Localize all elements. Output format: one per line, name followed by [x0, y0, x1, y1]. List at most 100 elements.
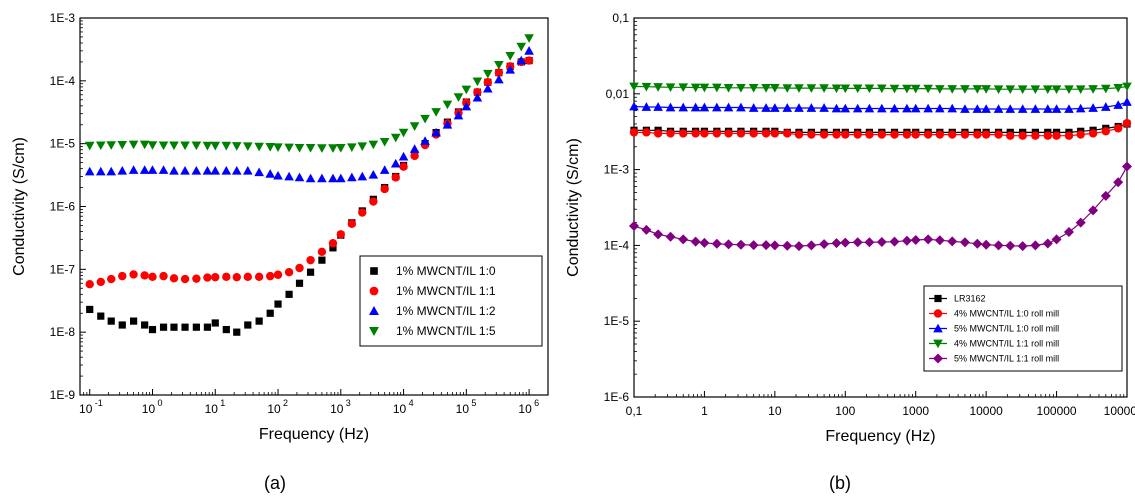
panel-b-data-point [1101, 127, 1110, 136]
panel-a-x-tick-label: 10 [456, 402, 470, 416]
panel-a-data-point [305, 143, 316, 153]
panel-a-data-point [84, 166, 95, 176]
panel-b-data-point [1017, 241, 1028, 252]
panel-b-data-point [691, 129, 700, 138]
panel-a-data-point [169, 165, 179, 175]
panel-a-x-tick-exponent: 3 [346, 398, 351, 408]
panel-b-x-tick-label: 10000 [969, 404, 1003, 418]
panel-b-data-point [877, 84, 887, 94]
panel-b-data-point [876, 236, 887, 247]
panel-a-data-point [211, 319, 219, 327]
panel-a-data-point [97, 312, 105, 320]
panel-a-data-point [159, 323, 168, 331]
panel-b-data-point [712, 102, 722, 112]
panel-b-data-point [841, 130, 850, 139]
panel-b-data-point [1051, 104, 1062, 113]
panel-b-series-line [633, 166, 1128, 247]
panel-b-data-point [665, 231, 676, 242]
panel-b-data-point [711, 238, 722, 249]
panel-b-data-point [819, 130, 829, 139]
panel-b-data-point [699, 83, 710, 93]
panel-b-data-point [699, 102, 710, 112]
panel-b-legend-label: 5% MWCNT/IL 1:0 roll mill [954, 324, 1059, 334]
panel-a-data-point [357, 142, 368, 152]
panel-b-data-point [1100, 102, 1111, 111]
panel-a-x-tick-label: 10 [330, 402, 344, 416]
panel-a-data-point [284, 171, 294, 181]
panel-b-data-point [864, 103, 875, 113]
panel-a-data-point [379, 165, 390, 174]
panel-b-data-point [761, 83, 771, 93]
panel-b-series-4-mwcnt-il-1-1-roll-mill [629, 82, 1132, 94]
panel-a-x-tick-exponent: 6 [534, 398, 539, 408]
panel-b-data-point [794, 103, 804, 112]
panel-a-data-point [285, 290, 293, 298]
panel-b-data-point [735, 239, 746, 250]
panel-b-data-point [782, 103, 793, 112]
panel-b-data-point [1113, 177, 1124, 188]
panel-b-data-point [1017, 85, 1028, 94]
panel-b-data-point [770, 83, 780, 93]
panel-a-legend-box [359, 255, 543, 347]
panel-b-data-point [806, 103, 817, 112]
panel-b-data-point [993, 85, 1004, 94]
panel-a-data-point [317, 247, 327, 257]
panel-b-data-point [1064, 104, 1074, 113]
panel-a-data-point [221, 141, 232, 151]
panel-a-data-point [202, 141, 213, 151]
panel-a-legend-label: 1% MWCNT/IL 1:2 [396, 304, 496, 318]
panel-a-data-point [494, 68, 504, 77]
panel-b-data-point [1052, 131, 1061, 140]
panel-a-data-point [159, 271, 168, 281]
panel-a-y-tick-label: 1E-9 [50, 388, 76, 402]
panel-b-data-point [678, 234, 689, 245]
panel-a-data-point [148, 325, 157, 334]
panel-a-data-point [305, 173, 316, 183]
panel-a-data-point [139, 165, 150, 174]
panel-a-series-1-mwcnt-il-1-1 [85, 56, 534, 289]
panel-b-data-point [1088, 85, 1098, 94]
panel-b-data-point [700, 129, 709, 138]
panel-b-data-point [911, 130, 920, 139]
panel-b-data-point [770, 129, 780, 138]
panel-b-data-point [840, 237, 851, 248]
panel-a-data-point [347, 143, 357, 152]
panel-a-data-point [368, 169, 379, 179]
panel-b-series-4-mwcnt-il-1-0-roll-mill [629, 118, 1132, 140]
panel-b-data-point [736, 83, 746, 93]
panel-b-data-point [1051, 234, 1062, 245]
panel-a-x-tick-exponent: 5 [471, 398, 476, 408]
panel-b-data-point [748, 103, 759, 112]
panel-a-data-point [273, 270, 283, 279]
panel-a-data-point [284, 268, 294, 277]
panel-a-data-point [273, 170, 283, 180]
panel-b-x-tick-label: 100000 [1037, 404, 1077, 418]
panel-b-data-point [1030, 104, 1041, 113]
panel-a-data-point [192, 323, 200, 331]
panel-b-data-point [1063, 227, 1074, 238]
panel-b-data-point [1018, 131, 1027, 140]
panel-b-y-axis-title: Conductivity (S/cm) [565, 138, 582, 277]
panel-b-data-point [889, 236, 900, 247]
panel-b-data-point [993, 104, 1004, 113]
panel-a-data-point [232, 272, 241, 282]
panel-b-data-point [1113, 83, 1124, 93]
panel-a-data-point [369, 197, 378, 206]
panel-a-data-point [95, 166, 106, 176]
panel-a-x-tick-exponent: 4 [409, 398, 414, 408]
panel-a-data-point [210, 141, 221, 151]
panel-b-data-point [865, 130, 874, 139]
panel-b-data-point [981, 85, 991, 94]
panel-a-data-point [158, 141, 169, 151]
panel-a-data-point [107, 274, 116, 284]
panel-a-data-point [295, 279, 304, 287]
panel-b-data-point [678, 83, 689, 93]
panel-b-data-point [1017, 104, 1028, 113]
panel-b-data-point [748, 240, 759, 251]
panel-a-data-point [243, 142, 253, 152]
panel-a-data-point [483, 69, 493, 79]
panel-b-data-point [749, 129, 758, 138]
panel-b-data-point [1088, 205, 1099, 216]
panel-b-data-point [1031, 131, 1040, 140]
